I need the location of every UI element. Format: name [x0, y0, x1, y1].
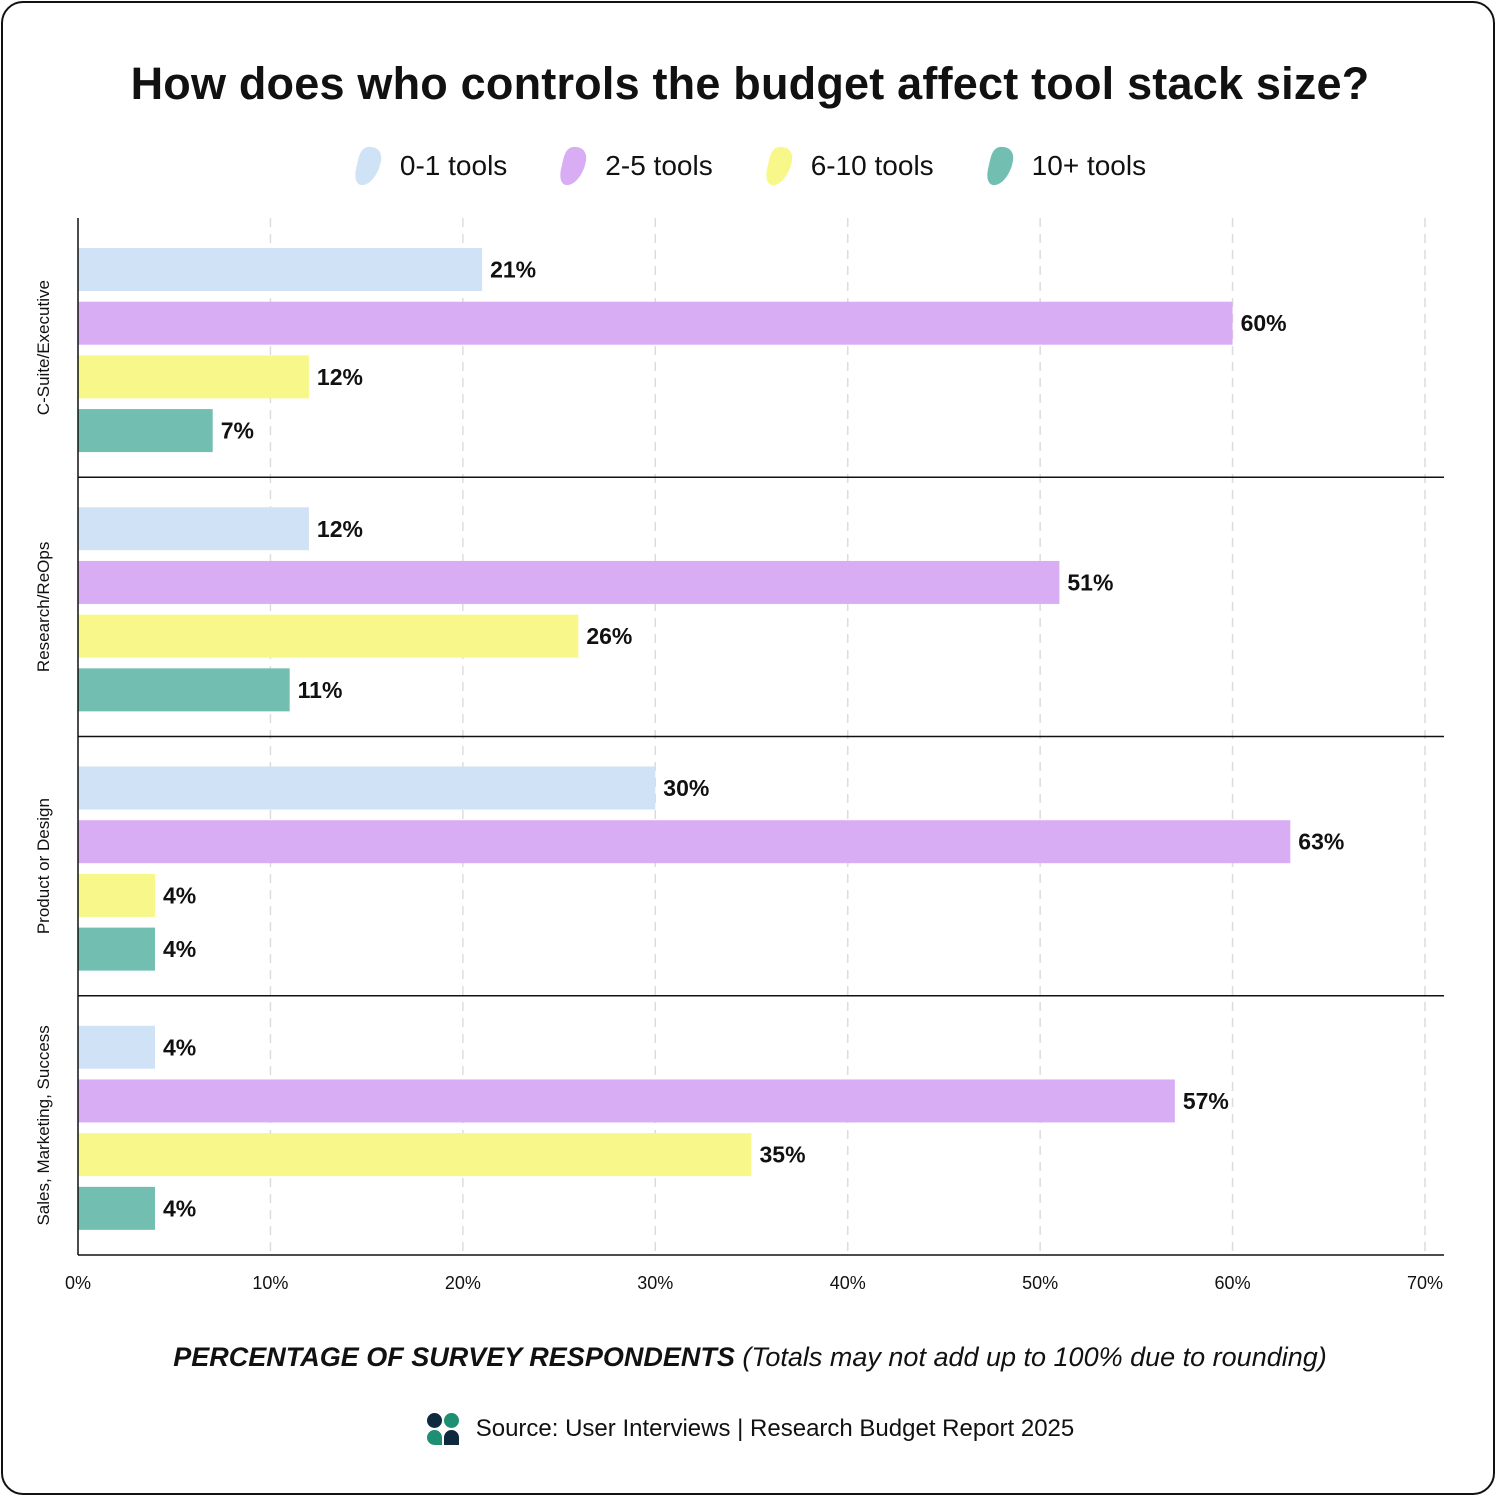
bar: [78, 409, 213, 453]
x-tick-label: 0%: [65, 1273, 91, 1293]
legend-label: 10+ tools: [1031, 150, 1147, 181]
x-axis-label: PERCENTAGE OF SURVEY RESPONDENTS (Totals…: [0, 1342, 1500, 1373]
bar: [78, 766, 656, 810]
legend-swatch-icon: [560, 146, 587, 186]
source-line: Source: User Interviews | Research Budge…: [0, 1412, 1500, 1446]
bar: [78, 614, 579, 658]
x-tick-label: 50%: [1022, 1273, 1058, 1293]
data-label: 4%: [163, 936, 196, 962]
legend-label: 2-5 tools: [605, 150, 713, 181]
bar: [78, 873, 155, 917]
legend-label: 0-1 tools: [399, 150, 508, 181]
data-label: 12%: [317, 364, 363, 390]
category-label: C-Suite/Executive: [34, 280, 53, 415]
legend-item-2-5-tools: 2-5 tools: [559, 145, 713, 187]
x-tick-label: 40%: [830, 1273, 866, 1293]
data-label: 63%: [1298, 829, 1344, 855]
data-label: 21%: [490, 257, 536, 283]
data-label: 4%: [163, 1034, 196, 1060]
bar: [78, 355, 309, 399]
x-axis-label-main: PERCENTAGE OF SURVEY RESPONDENTS: [173, 1342, 735, 1372]
legend-swatch-icon: [766, 146, 792, 186]
data-label: 51%: [1067, 569, 1113, 595]
user-interviews-logo-icon: [426, 1413, 459, 1445]
data-label: 12%: [317, 516, 363, 542]
bar: [78, 1079, 1175, 1123]
data-label: 30%: [663, 775, 709, 801]
source-text: Source: User Interviews | Research Budge…: [475, 1415, 1075, 1442]
legend-swatch-icon: [355, 146, 382, 186]
legend: 0-1 tools 2-5 tools 6-10 tools 10+ tools: [0, 140, 1500, 192]
x-tick-label: 20%: [445, 1273, 481, 1293]
x-axis-label-note: (Totals may not add up to 100% due to ro…: [742, 1342, 1327, 1372]
legend-item-0-1-tools: 0-1 tools: [354, 145, 507, 187]
bar: [78, 668, 290, 712]
bar: [78, 248, 483, 291]
x-tick-label: 60%: [1215, 1273, 1251, 1293]
data-label: 4%: [163, 1195, 196, 1221]
bar: [78, 820, 1291, 864]
data-label: 35%: [760, 1142, 806, 1168]
legend-item-10-plus-tools: 10+ tools: [986, 145, 1146, 187]
x-tick-label: 30%: [637, 1273, 673, 1293]
x-tick-label: 70%: [1407, 1273, 1443, 1293]
legend-label: 6-10 tools: [810, 150, 934, 181]
x-tick-label: 10%: [252, 1273, 288, 1293]
bar: [78, 507, 309, 551]
bar: [78, 1133, 752, 1177]
data-label: 60%: [1241, 310, 1287, 336]
category-label: Product or Design: [34, 798, 53, 934]
data-label: 57%: [1183, 1088, 1229, 1114]
bar: [78, 560, 1060, 604]
data-label: 26%: [586, 623, 632, 649]
data-label: 11%: [298, 677, 343, 703]
bar: [78, 1025, 155, 1069]
bar: [78, 927, 155, 971]
data-label: 7%: [221, 418, 254, 444]
data-label: 4%: [163, 882, 196, 908]
chart-title: How does who controls the budget affect …: [130, 58, 1370, 109]
category-label: Research/ReOps: [34, 542, 53, 672]
legend-swatch-icon: [987, 146, 1013, 186]
legend-item-6-10-tools: 6-10 tools: [765, 145, 934, 187]
bar: [78, 1186, 155, 1230]
category-label: Sales, Marketing, Success: [34, 1025, 53, 1225]
bar: [78, 301, 1233, 345]
